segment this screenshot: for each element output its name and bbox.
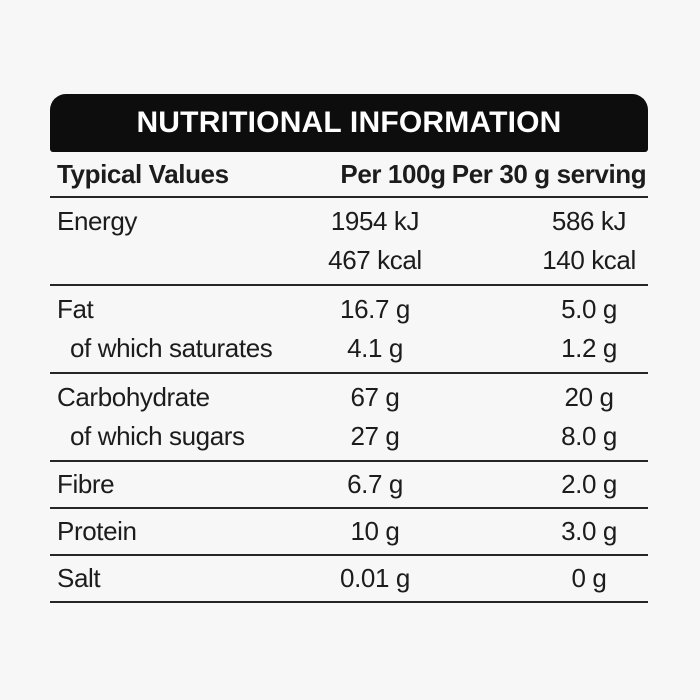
row-fibre: Fibre 6.7 g 2.0 g [50,461,648,509]
value-per-100g: 16.7 g [340,294,410,324]
row-energy: Energy 1954 kJ 467 kcal 586 kJ 140 kcal [50,197,648,286]
value-per-30g: 586 kJ [551,206,627,236]
row-carbohydrate: Carbohydrate of which sugars 67 g 27 g 2… [50,373,648,462]
value-per-100g: 6.7 g [299,461,451,509]
nutrient-name: Fibre [50,461,300,509]
value-per-30g: 20 g [564,382,614,412]
nutrient-name: Fat [57,294,94,324]
value-per-100g: 27 g [350,421,400,451]
nutrient-subname: of which sugars [70,421,245,451]
nutrition-table: Typical Values Per 100g Per 30 g serving… [50,152,648,603]
nutrient-name: Carbohydrate [57,382,210,412]
nutrient-subname: of which saturates [70,333,273,363]
value-per-30g: 5.0 g [561,294,617,324]
value-per-100g: 0.01 g [299,555,451,603]
value-per-30g: 1.2 g [561,333,617,363]
column-header-per-100g: Per 100g [299,152,451,198]
value-per-30g: 2.0 g [450,461,648,509]
value-per-100g: 467 kcal [328,245,422,275]
table-header-row: Typical Values Per 100g Per 30 g serving [50,152,648,198]
column-header-per-30g-serving: Per 30 g serving [450,152,648,198]
nutrient-name: Energy [57,206,137,236]
value-per-30g: 3.0 g [450,508,648,556]
value-per-30g: 8.0 g [561,421,617,451]
row-protein: Protein 10 g 3.0 g [50,508,648,556]
value-per-100g: 4.1 g [347,333,403,363]
value-per-30g: 0 g [450,555,648,603]
row-salt: Salt 0.01 g 0 g [50,555,648,603]
value-per-100g: 67 g [350,382,400,412]
nutrient-name: Protein [50,508,300,556]
column-header-typical-values: Typical Values [50,152,300,198]
nutrition-title: NUTRITIONAL INFORMATION [136,106,562,139]
value-per-30g: 140 kcal [542,245,636,275]
nutrition-label: NUTRITIONAL INFORMATION Typical Values P… [50,94,648,603]
value-per-100g: 10 g [299,508,451,556]
value-per-100g: 1954 kJ [330,206,420,236]
nutrition-title-bar: NUTRITIONAL INFORMATION [50,94,648,152]
nutrient-name: Salt [50,555,300,603]
row-fat: Fat of which saturates 16.7 g 4.1 g 5.0 … [50,285,648,374]
